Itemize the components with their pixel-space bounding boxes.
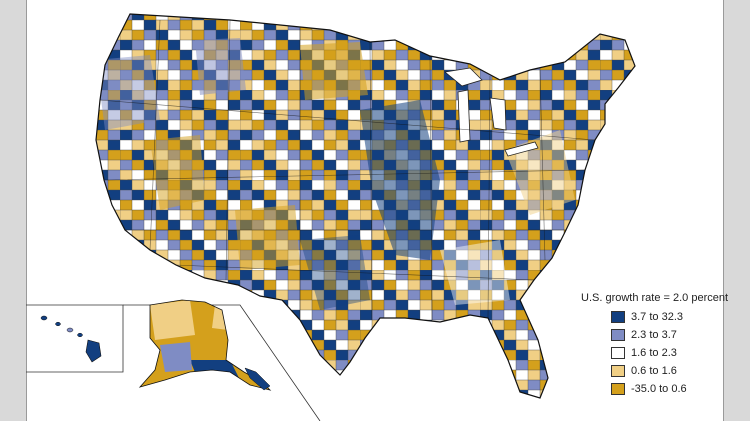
legend-swatch <box>611 311 625 323</box>
legend-item: 2.3 to 3.7 <box>581 326 721 344</box>
legend-title: U.S. growth rate = 2.0 percent <box>581 292 729 304</box>
right-margin <box>723 0 750 421</box>
legend-item: 1.6 to 2.3 <box>581 344 721 362</box>
legend-swatch <box>611 329 625 341</box>
legend-swatch <box>611 347 625 359</box>
legend-swatch <box>611 383 625 395</box>
legend-label: -35.0 to 0.6 <box>631 383 687 395</box>
inset-alaska-hawaii <box>26 299 321 421</box>
left-margin <box>0 0 27 421</box>
legend-item: -35.0 to 0.6 <box>581 380 721 398</box>
legend-label: 0.6 to 1.6 <box>631 365 677 377</box>
legend-swatch <box>611 365 625 377</box>
legend-label: 2.3 to 3.7 <box>631 329 677 341</box>
hawaii <box>40 315 102 363</box>
alaska <box>138 299 272 391</box>
legend: U.S. growth rate = 2.0 percent 3.7 to 32… <box>581 292 729 398</box>
legend-label: 1.6 to 2.3 <box>631 347 677 359</box>
us-county-choropleth-map <box>26 13 636 421</box>
legend-label: 3.7 to 32.3 <box>631 311 683 323</box>
legend-item: 3.7 to 32.3 <box>581 308 721 326</box>
legend-item: 0.6 to 1.6 <box>581 362 721 380</box>
